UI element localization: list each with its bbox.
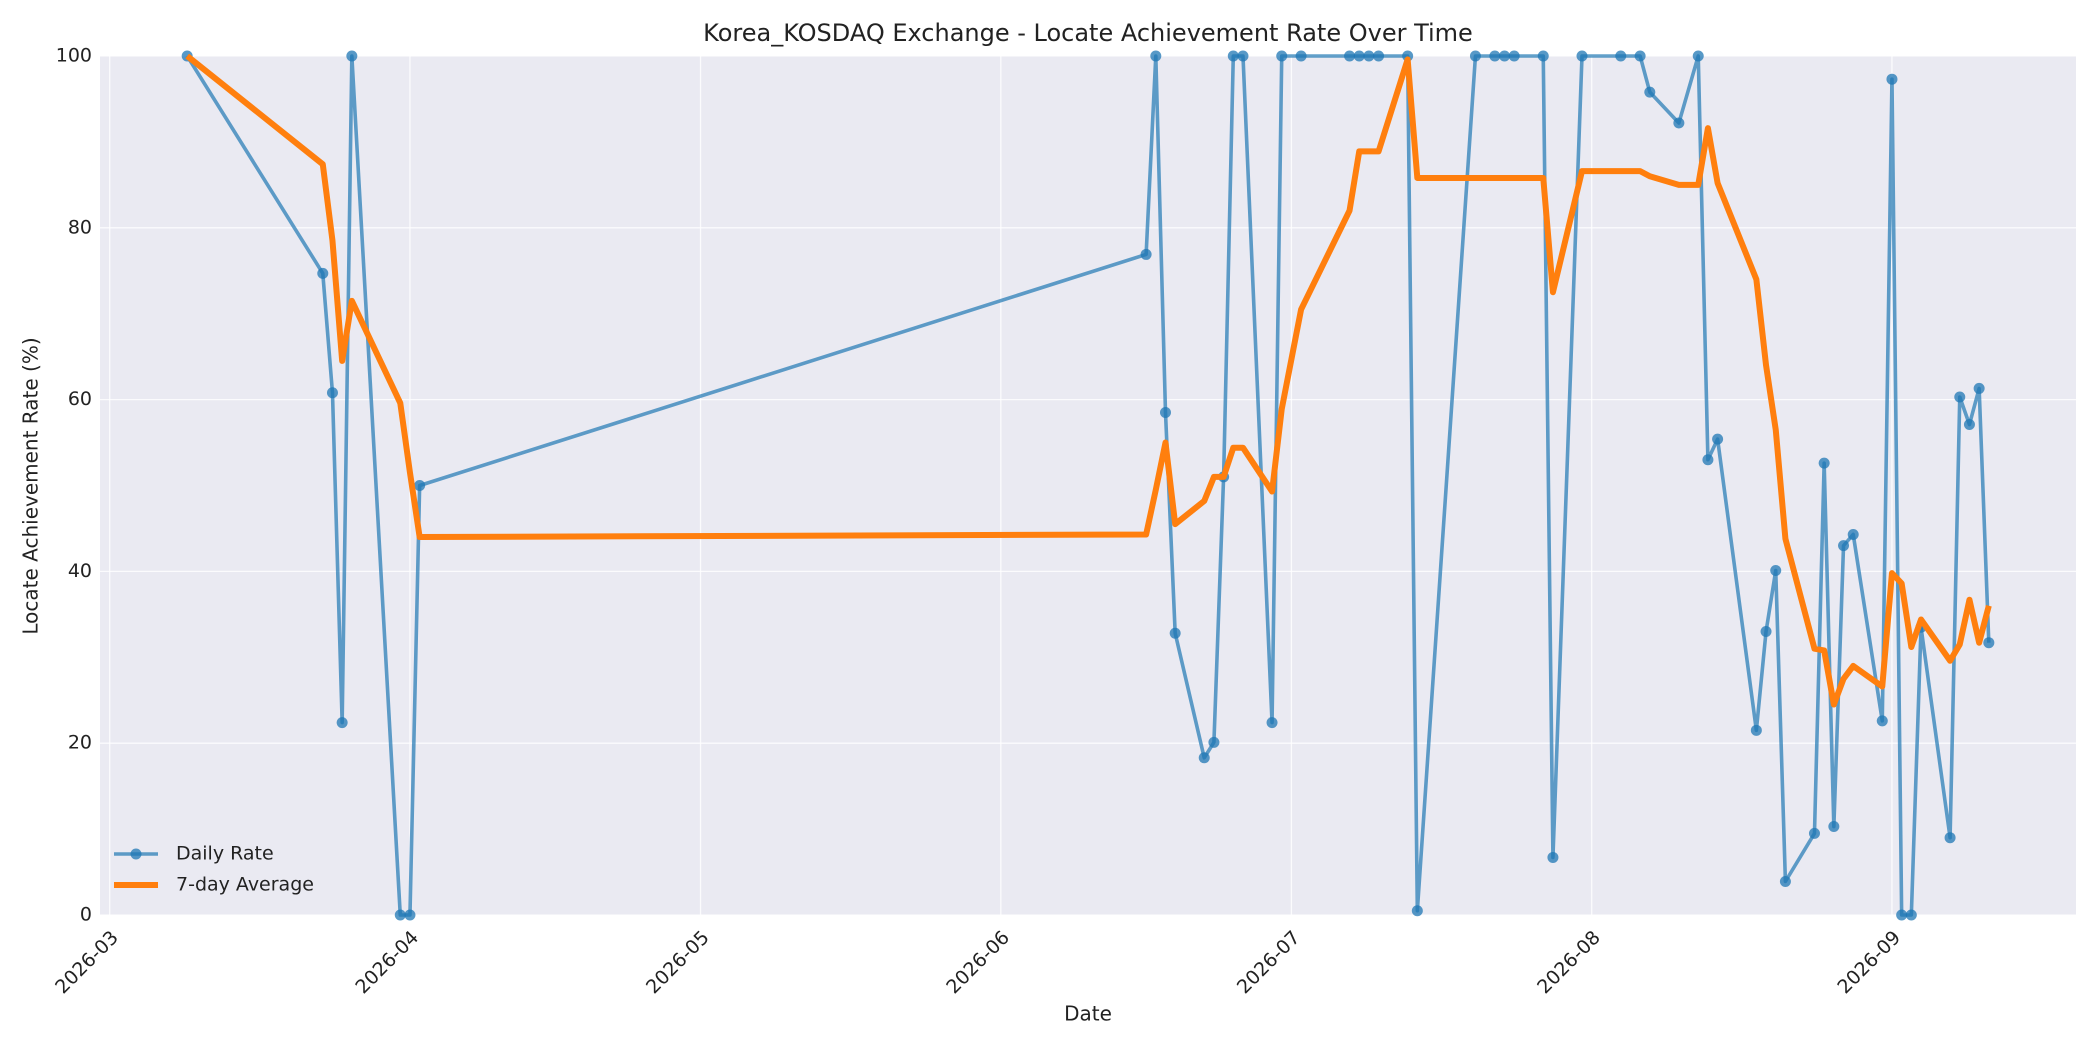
series-line bbox=[185, 53, 1992, 708]
y-tick-label: 100 bbox=[56, 45, 92, 67]
data-point bbox=[1886, 73, 1898, 85]
data-point bbox=[1644, 86, 1656, 98]
data-point bbox=[1963, 419, 1975, 431]
data-point bbox=[1634, 50, 1646, 62]
data-point bbox=[404, 909, 416, 921]
data-point bbox=[1295, 50, 1307, 62]
data-point bbox=[1828, 821, 1840, 833]
data-point bbox=[1276, 50, 1288, 62]
data-point bbox=[1411, 905, 1423, 917]
data-point bbox=[346, 50, 358, 62]
data-point bbox=[1489, 50, 1501, 62]
data-point bbox=[1159, 406, 1171, 418]
data-point bbox=[1508, 50, 1520, 62]
data-point bbox=[1237, 50, 1249, 62]
data-point bbox=[1876, 715, 1888, 727]
x-axis-label: Date bbox=[1064, 1002, 1112, 1026]
x-tick-label: 2026-09 bbox=[1833, 927, 1905, 999]
data-point bbox=[317, 267, 329, 279]
data-point bbox=[1779, 875, 1791, 887]
data-point bbox=[1499, 50, 1511, 62]
y-axis-label: Locate Achievement Rate (%) bbox=[19, 337, 43, 634]
y-tick-label: 80 bbox=[68, 216, 92, 238]
x-tick-label: 2026-03 bbox=[51, 927, 123, 999]
data-point bbox=[1847, 528, 1859, 540]
data-point bbox=[1954, 391, 1966, 403]
data-point bbox=[1208, 736, 1220, 748]
y-tick-label: 40 bbox=[68, 560, 92, 582]
data-point bbox=[1712, 433, 1724, 445]
x-tick-label: 2026-08 bbox=[1533, 927, 1605, 999]
data-point bbox=[1150, 50, 1162, 62]
plot-background bbox=[100, 56, 2076, 915]
y-tick-label: 20 bbox=[68, 732, 92, 754]
data-point bbox=[1576, 50, 1588, 62]
legend-marker bbox=[130, 848, 142, 860]
legend-label: Daily Rate bbox=[176, 843, 274, 865]
x-tick-label: 2026-04 bbox=[351, 927, 423, 999]
data-point bbox=[1373, 50, 1385, 62]
data-point bbox=[1266, 717, 1278, 729]
data-point bbox=[1353, 50, 1365, 62]
data-point bbox=[1469, 50, 1481, 62]
data-point bbox=[1896, 909, 1908, 921]
data-point bbox=[1750, 724, 1762, 736]
data-point bbox=[1808, 827, 1820, 839]
data-point bbox=[394, 909, 406, 921]
x-tick-label: 2026-05 bbox=[642, 927, 714, 999]
data-point bbox=[1140, 248, 1152, 260]
data-point bbox=[1169, 627, 1181, 639]
data-point bbox=[414, 480, 426, 491]
data-point bbox=[1702, 454, 1714, 466]
data-point bbox=[1198, 752, 1210, 764]
data-point bbox=[1944, 832, 1956, 844]
data-point bbox=[1973, 382, 1985, 394]
data-point bbox=[1770, 565, 1782, 577]
data-point bbox=[1838, 540, 1850, 552]
data-point bbox=[1692, 50, 1704, 62]
data-point bbox=[1227, 50, 1239, 62]
data-point bbox=[1760, 626, 1772, 638]
x-tick-label: 2026-06 bbox=[942, 927, 1014, 999]
data-point bbox=[1673, 117, 1685, 129]
legend-label: 7-day Average bbox=[176, 874, 314, 896]
x-tick-label: 2026-07 bbox=[1233, 927, 1305, 999]
data-point bbox=[1818, 457, 1830, 469]
data-point bbox=[1547, 851, 1559, 863]
data-point bbox=[1537, 50, 1549, 62]
data-point bbox=[1905, 909, 1917, 921]
y-tick-label: 60 bbox=[68, 388, 92, 410]
data-point bbox=[1344, 50, 1356, 62]
data-point bbox=[336, 717, 348, 729]
data-point bbox=[1615, 50, 1627, 62]
data-point bbox=[1983, 637, 1995, 649]
chart-title: Korea_KOSDAQ Exchange - Locate Achieveme… bbox=[703, 19, 1473, 47]
y-tick-label: 0 bbox=[80, 904, 92, 926]
data-point bbox=[326, 387, 338, 399]
data-point bbox=[1363, 50, 1375, 62]
